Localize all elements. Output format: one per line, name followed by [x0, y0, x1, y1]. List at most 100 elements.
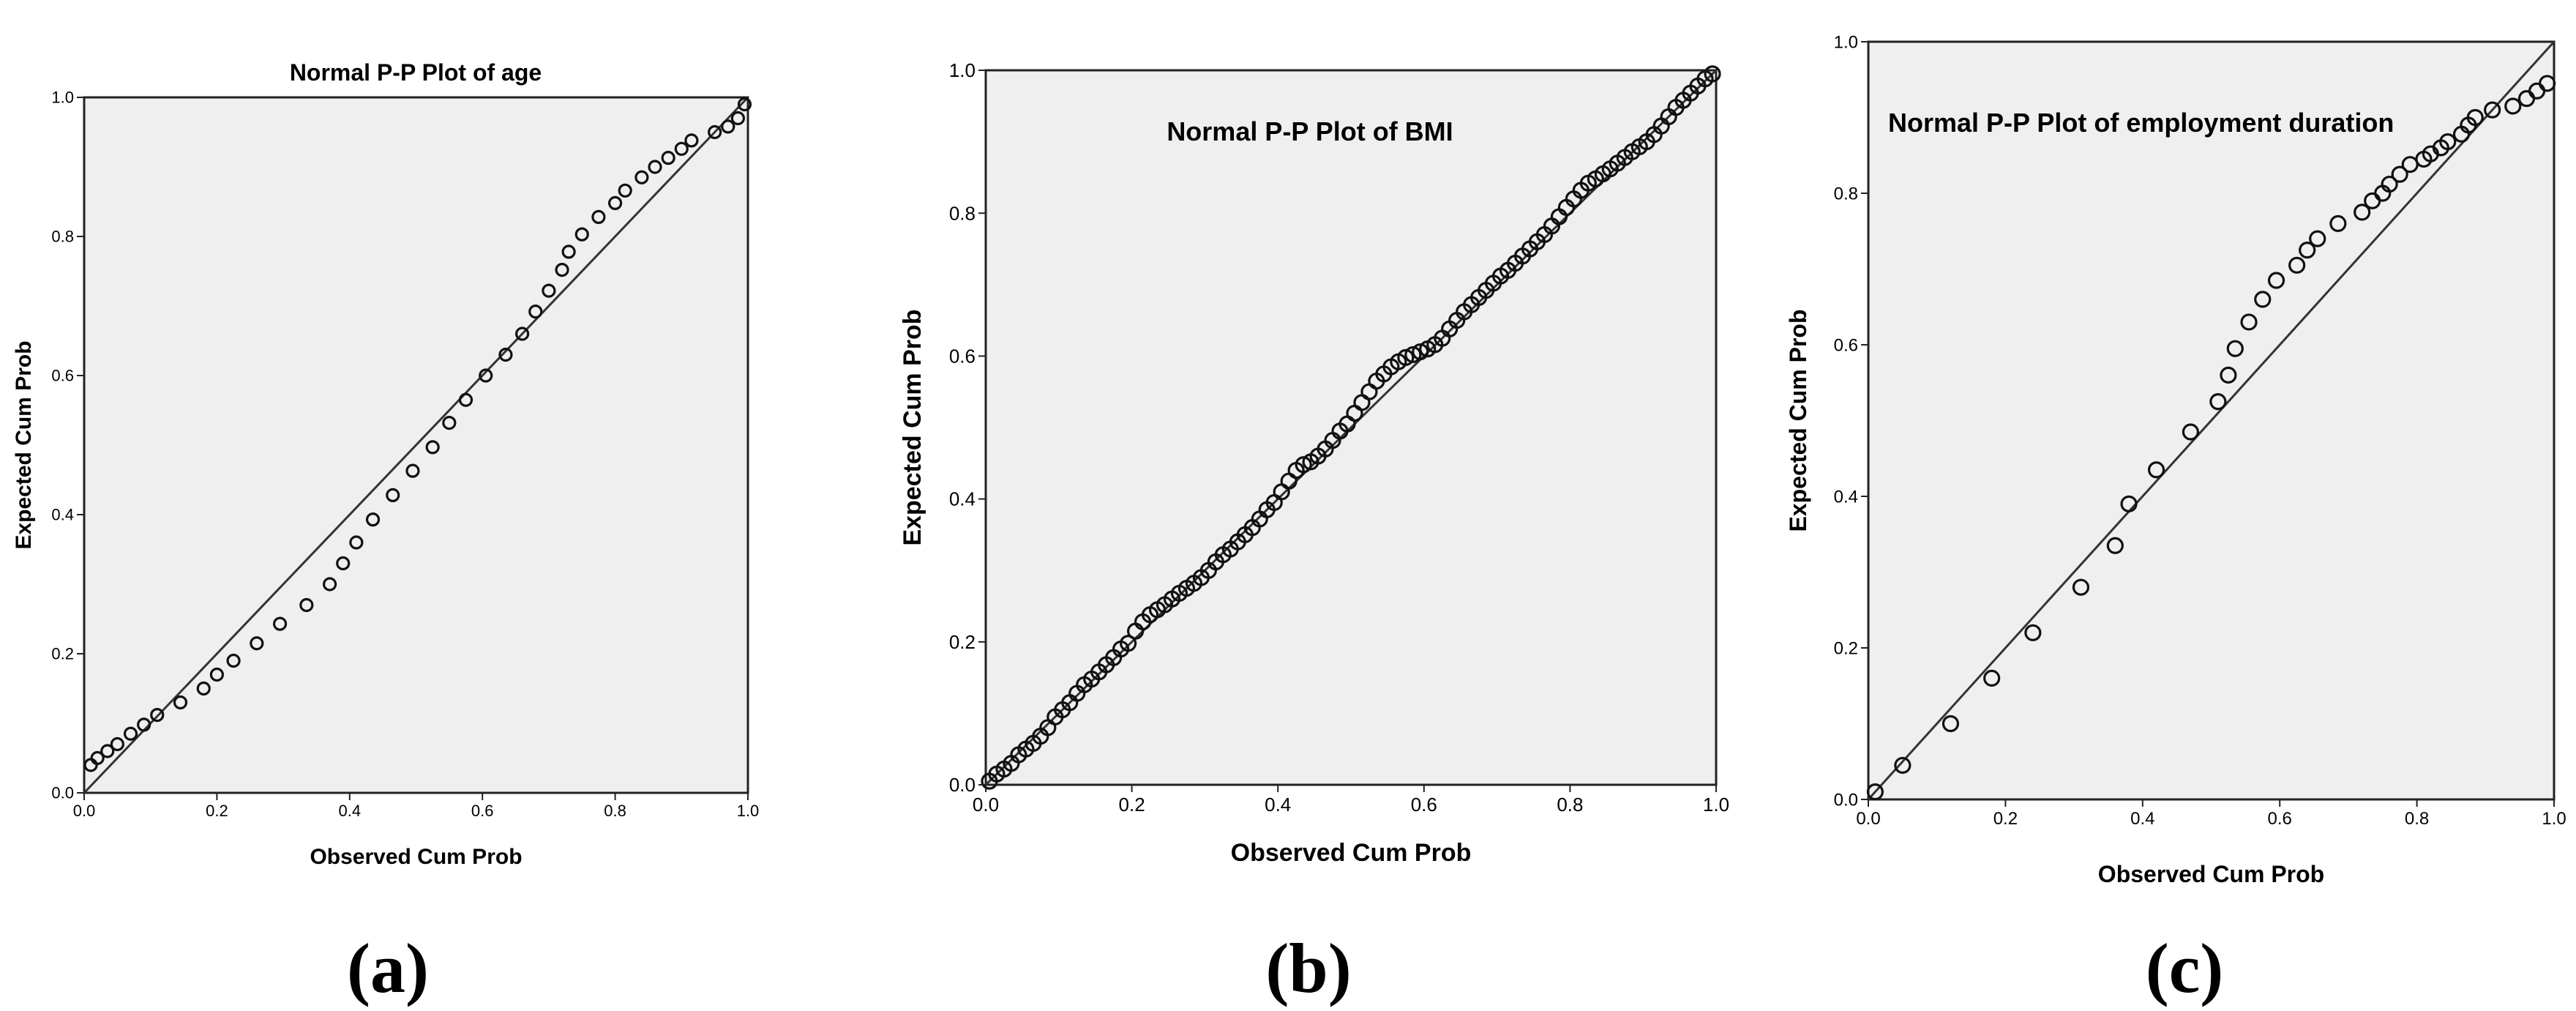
- data-point: [1983, 669, 2001, 687]
- data-point: [555, 263, 569, 277]
- data-point: [2354, 204, 2371, 221]
- data-point: [425, 440, 440, 455]
- data-point: [1412, 343, 1429, 361]
- y-tick-label: 0.2: [1834, 638, 1858, 658]
- data-point: [2120, 495, 2138, 512]
- x-tick-label: 0.8: [2405, 809, 2429, 829]
- y-axis-label: Expected Cum Prob: [899, 309, 926, 545]
- data-point: [137, 717, 151, 732]
- x-tick-label: 0.2: [1993, 809, 2018, 829]
- y-tick-label: 0.0: [1834, 790, 1858, 810]
- panel-caption: (b): [1265, 929, 1351, 1007]
- panel-caption: (a): [347, 929, 429, 1007]
- chart-panel-2: 0.0 0.2 0.4 0.6 0.8 1.0 0.0 0.2 0.4 0.6 0.8 1.0 Norm…: [899, 59, 1729, 1007]
- chart-title: Normal P-P Plot of BMI: [1167, 116, 1453, 146]
- data-point: [150, 707, 165, 723]
- data-point: [405, 463, 420, 478]
- data-point: [299, 597, 314, 613]
- data-point: [1894, 756, 1912, 775]
- data-point: [1120, 635, 1137, 652]
- data-point: [1295, 456, 1312, 474]
- reference-line: [83, 96, 749, 794]
- x-tick-label: 0.4: [339, 802, 362, 820]
- x-tick-label: 1.0: [737, 802, 760, 820]
- y-axis-label: Expected Cum Prob: [12, 340, 36, 549]
- x-tick-label: 0.8: [604, 802, 626, 820]
- data-point: [1404, 346, 1422, 364]
- chart-panel-3: 0.0 0.2 0.4 0.6 0.8 1.0 0.0 0.2 0.4 0.6 0.8 1.0 Norm…: [1785, 32, 2566, 1007]
- y-tick-label: 1.0: [1834, 32, 1858, 52]
- data-point: [173, 695, 188, 710]
- data-point: [737, 97, 752, 112]
- x-tick-label: 0.0: [1856, 809, 1880, 829]
- x-tick-label: 0.6: [2268, 809, 2292, 829]
- x-tick-label: 0.2: [206, 802, 228, 820]
- y-tick-label: 1.0: [51, 89, 74, 107]
- x-tick-label: 0.4: [1265, 794, 1291, 816]
- data-point: [110, 736, 124, 752]
- data-point: [1942, 715, 1960, 733]
- data-point: [365, 512, 381, 527]
- data-point: [90, 750, 105, 766]
- data-point: [721, 119, 735, 134]
- chart-title: Normal P-P Plot of age: [290, 59, 542, 86]
- data-point: [542, 283, 556, 298]
- data-point: [2220, 366, 2237, 384]
- x-tick-label: 0.2: [1119, 794, 1145, 816]
- y-tick-label: 0.6: [949, 346, 976, 368]
- data-point: [2209, 393, 2227, 411]
- reference-line: [1867, 40, 2556, 801]
- data-point: [2484, 101, 2501, 119]
- data-point: [2024, 624, 2042, 641]
- y-tick-label: 0.8: [51, 228, 74, 246]
- data-point: [2182, 423, 2199, 441]
- data-point: [2299, 242, 2316, 259]
- data-point: [2539, 75, 2556, 92]
- panel-caption: (c): [2146, 929, 2224, 1007]
- data-point: [498, 347, 513, 362]
- chart-panel-1: 0.0 0.2 0.4 0.6 0.8 1.0 0.0 0.2 0.4 0.6 0.8 1.0 Norm…: [12, 59, 759, 1007]
- data-point: [1397, 348, 1415, 366]
- data-point: [250, 636, 264, 651]
- y-tick-label: 0.6: [1834, 335, 1858, 355]
- data-point: [479, 368, 493, 383]
- data-point: [2439, 133, 2457, 151]
- data-point: [2504, 97, 2522, 115]
- x-axis-label: Observed Cum Prob: [1231, 839, 1472, 867]
- chart-title: Normal P-P Plot of employment duration: [1888, 108, 2394, 138]
- data-point: [684, 133, 699, 148]
- y-tick-label: 0.6: [51, 367, 74, 385]
- data-point: [123, 726, 138, 741]
- data-point: [634, 170, 649, 184]
- data-point: [618, 183, 632, 198]
- y-tick-label: 0.2: [51, 645, 74, 663]
- data-point: [674, 141, 689, 156]
- data-point: [1866, 783, 1884, 801]
- data-point: [2072, 578, 2090, 596]
- data-point: [730, 111, 745, 126]
- x-tick-label: 1.0: [1703, 794, 1729, 816]
- y-tick-label: 1.0: [949, 59, 976, 81]
- data-point: [708, 124, 722, 140]
- data-point: [2288, 256, 2306, 274]
- data-point: [2254, 291, 2272, 308]
- x-tick-label: 0.8: [1557, 794, 1583, 816]
- y-tick-label: 0.4: [51, 506, 74, 524]
- y-tick-label: 0.0: [51, 784, 74, 802]
- data-point: [209, 667, 224, 682]
- data-point: [442, 415, 457, 430]
- y-axis-label: Expected Cum Prob: [1785, 309, 1811, 531]
- x-tick-label: 0.0: [973, 794, 999, 816]
- x-tick-label: 0.0: [73, 802, 96, 820]
- data-point: [2381, 175, 2398, 193]
- y-tick-label: 0.4: [949, 488, 976, 510]
- data-point: [2329, 214, 2347, 232]
- x-tick-label: 0.6: [471, 802, 494, 820]
- y-tick-label: 0.8: [949, 202, 976, 224]
- reference-line: [984, 69, 1718, 786]
- data-point: [2226, 340, 2244, 357]
- data-point: [336, 556, 351, 571]
- data-point: [196, 681, 211, 696]
- x-tick-label: 0.4: [2130, 809, 2154, 829]
